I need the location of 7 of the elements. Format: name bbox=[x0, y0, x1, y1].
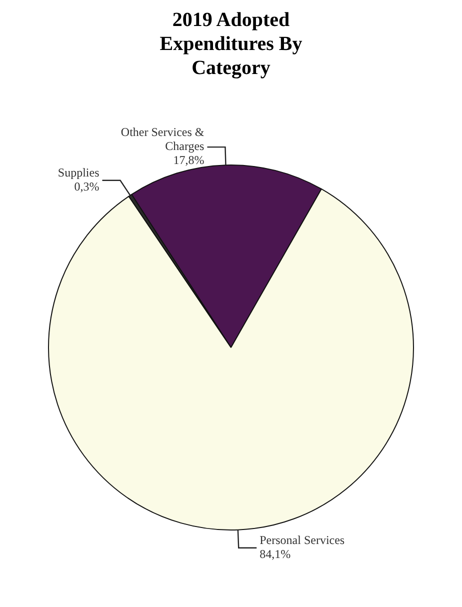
data-label: 0,3% bbox=[74, 180, 100, 194]
slice-label: Other Services & Charges bbox=[120, 125, 205, 154]
data-label: 84,1% bbox=[260, 547, 291, 562]
data-label: 17,8% bbox=[173, 153, 204, 168]
slice-label: Supplies bbox=[58, 166, 100, 180]
slice-label: Personal Services bbox=[260, 533, 345, 548]
chart-title: 2019 Adopted Expenditures By Category bbox=[158, 8, 304, 80]
